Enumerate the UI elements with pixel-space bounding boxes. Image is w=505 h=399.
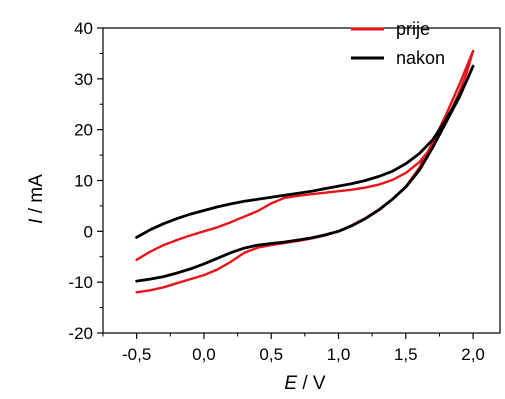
y-tick-label: 20 — [74, 121, 93, 140]
series-line-nakon — [135, 64, 475, 283]
y-axis-symbol: I — [26, 218, 47, 224]
y-tick-label: 40 — [74, 19, 93, 38]
legend: prije nakon — [351, 19, 445, 68]
series-line-prije — [135, 49, 475, 294]
x-tick-label: 0,0 — [192, 345, 216, 364]
y-tick-label: -10 — [68, 273, 93, 292]
y-tick-label: 10 — [74, 172, 93, 191]
y-tick-label: -20 — [68, 324, 93, 343]
legend-label-prije: prije — [396, 19, 430, 39]
x-tick-label: 0,5 — [259, 345, 283, 364]
y-axis: -20 -10 0 10 20 30 40 — [68, 19, 103, 343]
x-axis-symbol: E — [284, 373, 297, 394]
y-tick-label: 0 — [84, 222, 93, 241]
x-tick-label: 1,5 — [394, 345, 418, 364]
x-tick-label: 2,0 — [461, 345, 485, 364]
series-layer — [135, 49, 475, 294]
x-tick-label: 1,0 — [327, 345, 351, 364]
x-tick-label: -0,5 — [122, 345, 151, 364]
legend-label-nakon: nakon — [396, 48, 445, 68]
x-axis: -0,5 0,0 0,5 1,0 1,5 2,0 — [102, 333, 485, 364]
y-tick-label: 30 — [74, 70, 93, 89]
y-axis-title: I / mA — [26, 174, 47, 224]
x-axis-unit: / V — [297, 373, 326, 394]
x-axis-title: E / V — [284, 373, 326, 394]
y-axis-unit: / mA — [26, 174, 47, 219]
